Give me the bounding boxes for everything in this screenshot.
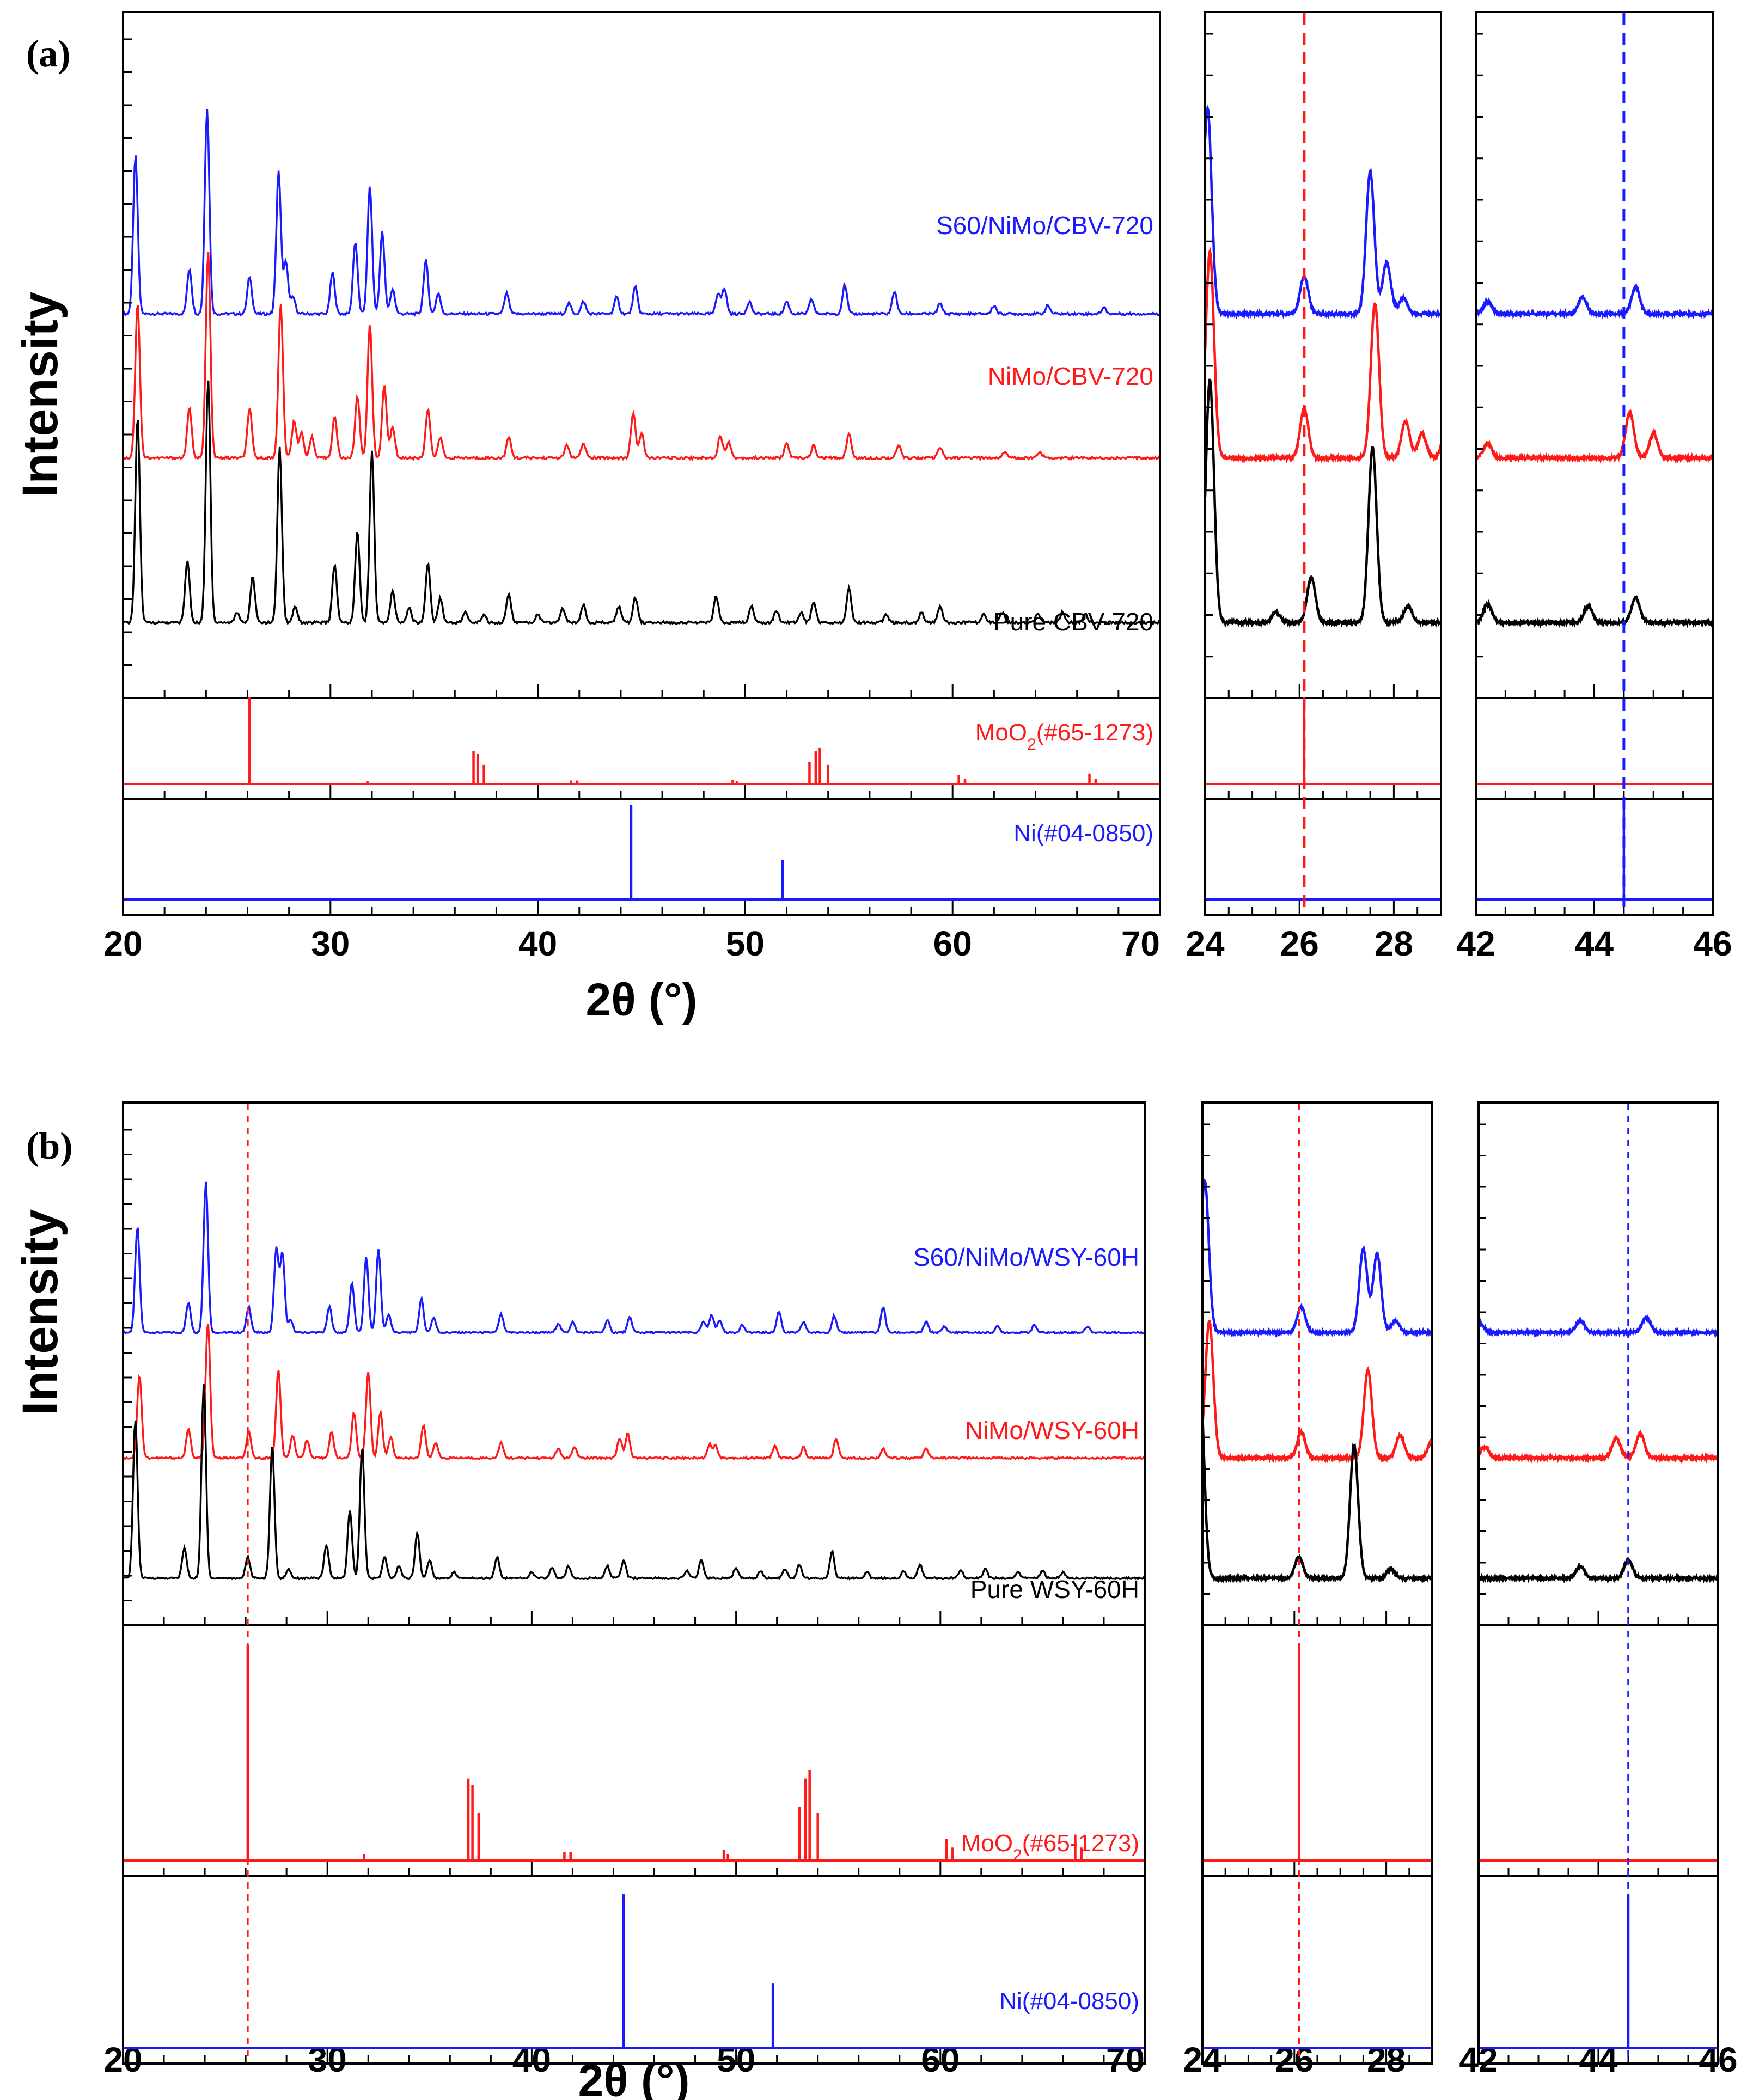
reference-label-subscript: 2 [1027, 736, 1036, 754]
y-axis-title: Intensity [13, 1209, 68, 1415]
series-line-s60-nimo-wsy-60h [1479, 1314, 1718, 1338]
series-line-pure-cbv-720 [1476, 595, 1713, 629]
series-line-s60-nimo-cbv-720 [1205, 105, 1441, 320]
view-zoom-2: 42 44 46 [1456, 11, 1732, 963]
x-tick-label: 60 [933, 924, 972, 963]
x-tick-label: 60 [921, 2040, 960, 2079]
series-line-nimo-cbv-720 [1476, 409, 1713, 464]
series-line-pure-wsy-60h [1202, 1414, 1432, 1584]
series-line-s60-nimo-cbv-720 [1476, 283, 1713, 320]
x-tick-label: 70 [1106, 2040, 1145, 2079]
x-tick-label: 40 [518, 924, 557, 963]
panel-b: (b) Intensity 2θ (°) 20 30 40 50 60 70 24 26 28 42 44… [13, 1101, 1738, 2100]
reference-label-main: MoO [961, 1830, 1013, 1857]
x-tick-label: 20 [103, 2040, 142, 2079]
x-tick-label: 44 [1579, 2040, 1618, 2079]
x-tick-label: 30 [311, 924, 350, 963]
series-label: Pure CBV-720 [993, 608, 1153, 636]
reference-label: Ni(#04-0850) [1013, 820, 1153, 847]
ni-reference-frame [1201, 1875, 1433, 2065]
series-line-nimo-wsy-60h [1202, 1319, 1432, 1464]
view-zoom-1: 24 26 28 [1186, 11, 1442, 963]
x-tick-label: 24 [1186, 924, 1225, 963]
ni-reference-frame [1475, 798, 1714, 916]
reference-label: MoO2(#65-1273) [975, 719, 1153, 754]
x-tick-label: 70 [1121, 924, 1160, 963]
x-axis-title: 2θ (°) [578, 2055, 690, 2100]
ni-reference-frame [1477, 1875, 1719, 2065]
reference-label-rest: (#65-1273) [1022, 1830, 1139, 1857]
series-label: Pure WSY-60H [970, 1575, 1139, 1603]
series-label: NiMo/WSY-60H [965, 1416, 1139, 1444]
y-axis-title: Intensity [13, 292, 68, 498]
x-tick-label: 28 [1375, 924, 1413, 963]
x-axis-title: 2θ (°) [586, 974, 698, 1025]
x-tick-label: 20 [103, 924, 142, 963]
x-tick-label: 26 [1280, 924, 1319, 963]
x-tick-label: 46 [1699, 2040, 1737, 2079]
x-tick-label: 24 [1183, 2040, 1222, 2079]
reference-label: MoO2(#65-1273) [961, 1830, 1139, 1864]
main-plot-frame [1201, 1101, 1433, 1626]
main-plot-frame [1477, 1101, 1719, 1626]
ni-reference-frame [1204, 798, 1442, 916]
mo-reference-frame [1477, 1624, 1719, 1877]
x-tick-label: 50 [726, 924, 765, 963]
reference-label: Ni(#04-0850) [999, 1988, 1139, 2015]
reference-label-main: Ni(#04-0850) [999, 1988, 1139, 2015]
x-tick-label: 42 [1459, 2040, 1498, 2079]
x-tick-label: 26 [1275, 2040, 1314, 2079]
series-line-nimo-wsy-60h [123, 1324, 1145, 1461]
x-tick-label: 42 [1456, 924, 1495, 963]
reference-label-main: Ni(#04-0850) [1013, 820, 1153, 847]
mo-reference-frame [1201, 1624, 1433, 1877]
x-tick-label: 30 [308, 2040, 347, 2079]
series-line-s60-nimo-wsy-60h [123, 1181, 1145, 1335]
x-tick-label: 50 [717, 2040, 755, 2079]
x-tick-label: 28 [1367, 2040, 1406, 2079]
series-line-nimo-wsy-60h [1479, 1429, 1718, 1464]
series-line-s60-nimo-wsy-60h [1202, 1178, 1432, 1338]
reference-label-subscript: 2 [1013, 1846, 1022, 1864]
panel-label: (b) [26, 1125, 73, 1167]
view-full: 20 30 40 50 60 70 [103, 11, 1161, 963]
series-line-pure-cbv-720 [1205, 378, 1441, 628]
reference-label-main: MoO [975, 719, 1027, 746]
series-line-pure-wsy-60h [1479, 1556, 1718, 1584]
panel-a: (a) Intensity 2θ (°) 20 30 40 50 60 70 24 26 28 42 44… [13, 11, 1732, 1025]
series-line-nimo-cbv-720 [123, 252, 1160, 461]
main-plot-frame [1475, 11, 1714, 699]
panel-label: (a) [26, 33, 71, 75]
series-line-s60-nimo-cbv-720 [123, 109, 1160, 317]
x-tick-label: 40 [512, 2040, 551, 2079]
series-label: NiMo/CBV-720 [988, 362, 1153, 390]
series-line-pure-cbv-720 [123, 380, 1160, 626]
series-label: S60/NiMo/WSY-60H [913, 1243, 1139, 1271]
view-zoom-2: 42 44 46 [1459, 1101, 1738, 2079]
ni-reference-frame [122, 1875, 1146, 2065]
series-label: S60/NiMo/CBV-720 [936, 211, 1153, 240]
series-line-nimo-cbv-720 [1205, 247, 1441, 464]
ni-reference-frame [122, 798, 1161, 916]
main-plot-frame [1204, 11, 1442, 699]
x-tick-label: 44 [1575, 924, 1614, 963]
view-zoom-1: 24 26 28 [1183, 1101, 1433, 2079]
series-line-pure-wsy-60h [123, 1384, 1145, 1581]
view-full: 20 30 40 50 60 70 [103, 1101, 1146, 2079]
x-tick-label: 46 [1693, 924, 1732, 963]
reference-label-rest: (#65-1273) [1036, 719, 1153, 746]
